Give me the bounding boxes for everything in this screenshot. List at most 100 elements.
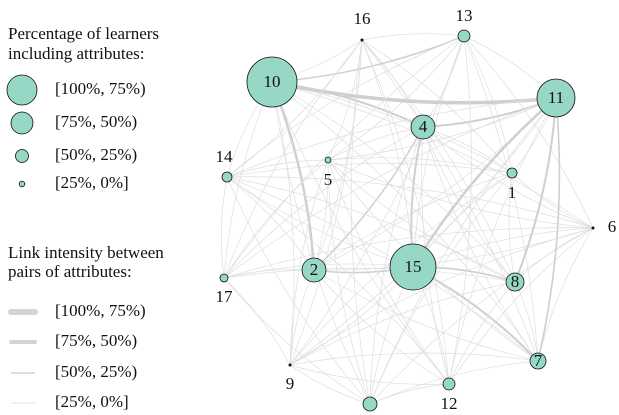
edge [448,35,472,385]
node-label: 1 [508,183,517,202]
node [219,273,229,283]
edge [537,227,594,362]
node [442,377,456,391]
node-label: 17 [216,287,234,306]
edge [271,81,594,229]
edge [289,159,329,366]
legend-label: [25%, 0%] [55,173,129,192]
legend-node-size [15,149,29,163]
edge [448,227,594,385]
edge [327,35,465,161]
edge [369,97,557,405]
edge [508,172,516,283]
edge [271,35,465,83]
edge [313,269,450,385]
node [362,396,378,412]
edge [448,97,557,385]
edge [327,159,371,405]
node-label: 7 [534,351,543,370]
node [360,38,364,42]
node [221,171,233,183]
edge [537,97,561,362]
edge [271,81,450,385]
node-label: 12 [441,394,458,413]
legend-node-size [18,180,26,188]
edge [271,81,513,174]
legend-title: including attributes: [8,44,144,63]
edge [327,97,557,161]
edge [327,159,594,229]
edge [327,157,513,174]
edge [271,81,516,283]
edge [289,39,363,366]
node [536,78,576,118]
edge [289,364,371,405]
node [505,272,525,292]
edge [369,126,424,405]
edge [369,383,450,405]
legend-title: pairs of attributes: [8,262,132,281]
legend-label: [100%, 75%) [55,301,146,320]
edge [511,172,594,229]
legend-label: [25%, 0%] [55,392,129,411]
edge [226,176,594,229]
edge [271,80,557,105]
node-label: 5 [324,170,333,189]
node [301,257,327,283]
edge [221,176,228,279]
legend-label: [50%, 25%) [55,145,137,164]
edge [226,35,465,178]
legend-label: [75%, 50%) [55,112,137,131]
edge [463,35,594,229]
node [457,29,471,43]
edge [223,97,557,279]
legend-title: Percentage of learners [8,24,159,43]
edge [514,227,594,283]
legend-label: [50%, 25%) [55,362,137,381]
edge [361,39,513,174]
edge [463,35,539,362]
legend-node-size [6,74,38,106]
edge [226,176,371,405]
edge [226,176,516,283]
edge [313,172,513,271]
edge [226,176,450,385]
edge [223,159,329,279]
node [246,56,298,108]
edge [223,277,371,405]
edge [223,277,291,366]
node [506,167,518,179]
legend: Percentage of learners including attribu… [6,24,164,411]
edge [289,352,539,366]
edge [226,97,557,178]
edge [289,97,557,366]
edge [226,39,363,178]
edge [313,269,539,362]
edge [514,97,557,283]
edge [313,97,557,271]
edge [448,281,516,385]
node [410,114,436,140]
legend-node-size [10,111,34,135]
edge [422,126,594,229]
edge [223,39,363,279]
node-label: 11 [548,88,564,107]
legend-title: Link intensity between [8,243,164,262]
edge [350,39,371,405]
node-label: 10 [264,72,281,91]
node-label: 4 [419,117,428,136]
edge [223,35,465,279]
node-label: 9 [286,374,295,393]
node-label: 16 [354,9,371,28]
node-label: 14 [216,147,234,166]
node [389,243,437,291]
edge [226,176,539,362]
node [591,226,595,230]
edge [289,281,516,366]
edge [422,126,539,362]
edge [361,33,465,41]
edge [412,35,465,268]
edge [361,39,414,268]
edge [369,227,594,405]
